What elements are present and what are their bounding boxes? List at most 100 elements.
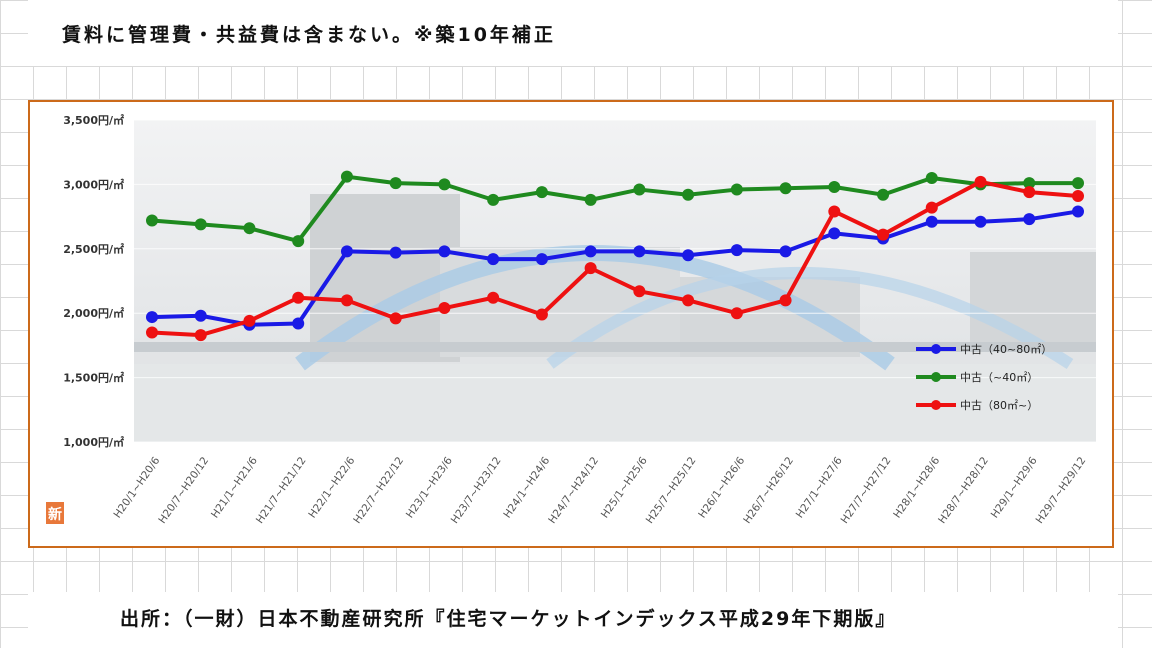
data-point <box>194 309 207 322</box>
data-point <box>146 326 158 339</box>
new-badge: 新 <box>46 502 64 524</box>
y-axis: 3,500円/㎡ 3,000円/㎡ 2,500円/㎡ 2,000円/㎡ 1,500円/㎡… <box>63 113 124 449</box>
note-band <box>28 0 1118 66</box>
data-point <box>633 245 646 258</box>
x-tick-label: H21/7~H21/12 <box>254 455 309 526</box>
series-line <box>151 174 1078 244</box>
data-point <box>1023 186 1036 199</box>
y-grid <box>134 119 1096 443</box>
x-axis: H20/1~H20/6H20/7~H20/12H21/1~H21/6H21/7~… <box>111 455 1088 526</box>
x-tick-label: H23/1~H23/6 <box>404 455 455 521</box>
x-tick-label: H25/7~H25/12 <box>644 455 699 526</box>
data-point <box>1023 213 1036 226</box>
data-point <box>487 193 500 206</box>
data-point <box>487 253 500 266</box>
source-text: 出所：（一財）日本不動産研究所『住宅マーケットインデックス平成29年下期版』 <box>120 608 897 630</box>
y-tick-label: 2,500円/㎡ <box>63 242 124 256</box>
data-point <box>389 246 402 259</box>
x-tick-label: H26/1~H26/6 <box>696 455 747 521</box>
legend-swatch-marker <box>931 372 941 382</box>
data-point <box>243 314 256 327</box>
data-point <box>877 228 890 241</box>
data-point <box>1072 205 1084 218</box>
data-point <box>779 294 792 307</box>
data-point <box>925 201 938 214</box>
data-point <box>633 183 646 196</box>
series-line <box>151 209 1079 327</box>
x-tick-label: H28/1~H28/6 <box>891 455 942 521</box>
data-point <box>389 177 402 190</box>
data-point <box>535 308 548 321</box>
data-point <box>535 253 548 266</box>
x-tick-label: H23/7~H23/12 <box>449 455 504 526</box>
rent-index-line-chart: 3,500円/㎡ 3,000円/㎡ 2,500円/㎡ 2,000円/㎡ 1,500円/㎡… <box>46 113 1096 526</box>
data-point <box>584 245 597 258</box>
x-tick-label: H21/1~H21/6 <box>209 455 260 521</box>
x-tick-label: H22/1~H22/6 <box>306 455 357 521</box>
data-point <box>340 294 353 307</box>
data-point <box>682 249 695 262</box>
data-point <box>292 291 305 304</box>
data-point <box>194 218 207 231</box>
data-point <box>243 222 256 235</box>
data-point <box>292 317 305 330</box>
x-tick-label: H27/7~H27/12 <box>839 455 894 526</box>
data-point <box>877 188 890 201</box>
x-tick-label: H27/1~H27/6 <box>794 455 845 521</box>
x-tick-label: H29/1~H29/6 <box>989 455 1040 521</box>
data-point <box>1072 177 1084 190</box>
data-point <box>146 214 158 227</box>
data-point <box>340 170 353 183</box>
legend-label: 中古（~40㎡） <box>960 371 1038 384</box>
data-point <box>487 291 500 304</box>
x-tick-label: H22/7~H22/12 <box>351 455 406 526</box>
data-point <box>1023 177 1036 190</box>
y-tick-label: 3,000円/㎡ <box>63 177 124 191</box>
legend-label: 中古（40~80㎡） <box>960 343 1052 356</box>
data-point <box>438 178 451 191</box>
data-point <box>438 302 451 315</box>
source-band <box>28 592 1118 648</box>
data-point <box>1072 189 1084 202</box>
data-point <box>682 188 695 201</box>
data-point <box>584 262 597 275</box>
y-tick-label: 1,000円/㎡ <box>63 435 124 449</box>
y-tick-label: 3,500円/㎡ <box>63 113 124 127</box>
legend-swatch-marker <box>931 344 941 354</box>
data-point <box>779 245 792 258</box>
y-tick-label: 1,500円/㎡ <box>63 371 124 385</box>
data-point <box>974 175 987 188</box>
x-tick-label: H20/7~H20/12 <box>156 455 211 526</box>
data-point <box>194 329 207 342</box>
data-point <box>730 183 743 196</box>
x-tick-label: H24/7~H24/12 <box>546 455 601 526</box>
x-tick-label: H29/7~H29/12 <box>1034 455 1089 526</box>
legend-label: 中古（80㎡~） <box>960 399 1038 412</box>
x-tick-label: H26/7~H26/12 <box>741 455 796 526</box>
data-point <box>633 285 646 298</box>
data-point <box>779 182 792 195</box>
chart-frame: 3,500円/㎡ 3,000円/㎡ 2,500円/㎡ 2,000円/㎡ 1,500円/㎡… <box>28 100 1114 548</box>
x-tick-label: H20/1~H20/6 <box>111 455 162 521</box>
x-tick-label: H25/1~H25/6 <box>599 455 650 521</box>
note-text: 賃料に管理費・共益費は含まない。※築10年補正 <box>62 24 556 46</box>
x-tick-label: H28/7~H28/12 <box>936 455 991 526</box>
data-point <box>828 205 841 218</box>
data-point <box>730 307 743 320</box>
legend: 中古（40~80㎡） 中古（~40㎡） 中古（80㎡~） <box>916 343 1052 412</box>
data-point <box>925 215 938 228</box>
x-tick-label: H24/1~H24/6 <box>501 455 552 521</box>
series-lines <box>146 170 1084 342</box>
data-point <box>974 215 987 228</box>
new-badge-text: 新 <box>48 506 62 523</box>
data-point <box>292 235 305 248</box>
data-point <box>925 171 938 184</box>
legend-swatch-marker <box>931 400 941 410</box>
series-line <box>151 179 1079 338</box>
data-point <box>828 227 841 240</box>
data-point <box>389 312 402 325</box>
data-point <box>828 180 841 193</box>
data-point <box>682 294 695 307</box>
data-point <box>146 311 158 324</box>
data-point <box>438 245 451 258</box>
